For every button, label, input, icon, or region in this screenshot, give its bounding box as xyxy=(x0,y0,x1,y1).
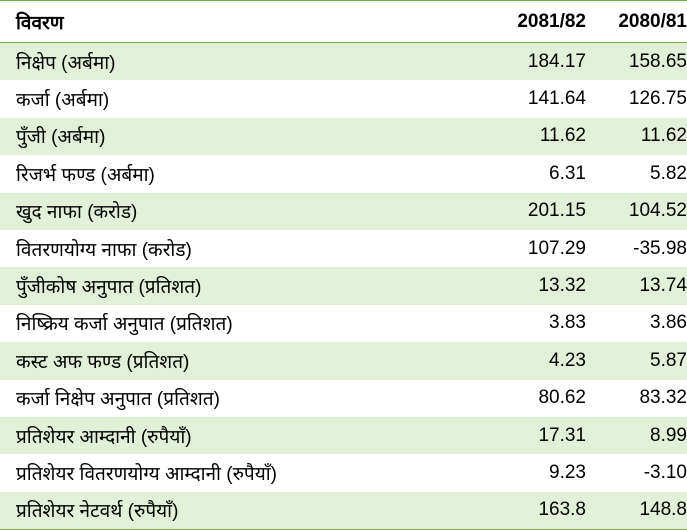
table-row: निक्षेप (अर्बमा) 184.17 158.65 xyxy=(0,42,687,81)
table-row: रिजर्भ फण्ड (अर्बमा) 6.31 5.82 xyxy=(0,155,687,192)
cell-value: 83.32 xyxy=(639,387,687,409)
row-label: कस्ट अफ फण्ड (प्रतिशत) xyxy=(16,351,190,373)
cell-value: 3.86 xyxy=(650,312,687,334)
cell-value: 163.8 xyxy=(538,499,586,521)
cell-value: 11.62 xyxy=(539,125,586,147)
row-label: कर्जा (अर्बमा) xyxy=(16,90,110,112)
row-label: निष्क्रिय कर्जा अनुपात (प्रतिशत) xyxy=(16,314,233,336)
row-label: रिजर्भ फण्ड (अर्बमा) xyxy=(16,164,155,186)
cell-value: 11.62 xyxy=(640,125,687,147)
cell-value: 80.62 xyxy=(538,387,586,409)
cell-value: -3.10 xyxy=(643,461,687,483)
cell-value: 13.32 xyxy=(538,275,586,297)
cell-value: 126.75 xyxy=(628,88,687,110)
row-label: प्रतिशेयर आम्दानी (रुपैयाँ) xyxy=(16,426,192,448)
cell-value: 104.52 xyxy=(628,200,687,222)
cell-value: 148.8 xyxy=(639,499,687,521)
row-label: निक्षेप (अर्बमा) xyxy=(16,52,116,74)
row-label: वितरणयोग्य नाफा (करोड) xyxy=(16,239,192,261)
cell-value: -35.98 xyxy=(633,237,687,259)
table-header: विवरण 2081/82 2080/81 xyxy=(0,0,687,43)
cell-value: 3.83 xyxy=(549,312,586,334)
table-row: निष्क्रिय कर्जा अनुपात (प्रतिशत) 3.83 3.86 xyxy=(0,305,687,342)
cell-value: 6.31 xyxy=(549,162,586,184)
table-row: खुद नाफा (करोड) 201.15 104.52 xyxy=(0,192,687,230)
cell-value: 17.31 xyxy=(538,424,586,446)
table-body: निक्षेप (अर्बमा) 184.17 158.65 कर्जा (अर्बम… xyxy=(0,42,687,530)
row-label: पुँजीकोष अनुपात (प्रतिशत) xyxy=(16,277,202,299)
cell-value: 5.87 xyxy=(650,349,687,371)
table-row: कर्जा (अर्बमा) 141.64 126.75 xyxy=(0,80,687,117)
cell-value: 13.74 xyxy=(639,275,687,297)
row-label: पुँजी (अर्बमा) xyxy=(16,127,106,149)
table-row: प्रतिशेयर नेटवर्थ (रुपैयाँ) 163.8 148.8 xyxy=(0,491,687,530)
row-label: कर्जा निक्षेप अनुपात (प्रतिशत) xyxy=(16,389,220,411)
cell-value: 4.23 xyxy=(549,349,586,371)
header-cell: 2080/81 xyxy=(600,0,687,43)
table-row: कस्ट अफ फण्ड (प्रतिशत) 4.23 5.87 xyxy=(0,342,687,380)
header-cell: 2081/82 xyxy=(486,0,600,43)
cell-value: 9.23 xyxy=(549,461,586,483)
header-row: विवरण 2081/82 2080/81 xyxy=(0,0,687,43)
header-cell: विवरण xyxy=(0,0,486,43)
row-label: प्रतिशेयर वितरणयोग्य आम्दानी (रुपैयाँ) xyxy=(16,463,277,485)
row-label: प्रतिशेयर नेटवर्थ (रुपैयाँ) xyxy=(16,501,179,523)
table-row: पुँजीकोष अनुपात (प्रतिशत) 13.32 13.74 xyxy=(0,267,687,305)
table-row: पुँजी (अर्बमा) 11.62 11.62 xyxy=(0,117,687,156)
cell-value: 8.99 xyxy=(650,424,687,446)
table-row: प्रतिशेयर आम्दानी (रुपैयाँ) 17.31 8.99 xyxy=(0,416,687,455)
cell-value: 141.64 xyxy=(527,88,586,110)
table-row: प्रतिशेयर वितरणयोग्य आम्दानी (रुपैयाँ) 9.… xyxy=(0,454,687,491)
table-row: कर्जा निक्षेप अनुपात (प्रतिशत) 80.62 83.32 xyxy=(0,380,687,417)
row-label: खुद नाफा (करोड) xyxy=(16,202,138,224)
cell-value: 5.82 xyxy=(650,162,687,184)
cell-value: 107.29 xyxy=(527,237,586,259)
cell-value: 184.17 xyxy=(527,50,586,72)
table-row: वितरणयोग्य नाफा (करोड) 107.29 -35.98 xyxy=(0,230,687,267)
cell-value: 158.65 xyxy=(628,50,687,72)
cell-value: 201.15 xyxy=(527,200,586,222)
